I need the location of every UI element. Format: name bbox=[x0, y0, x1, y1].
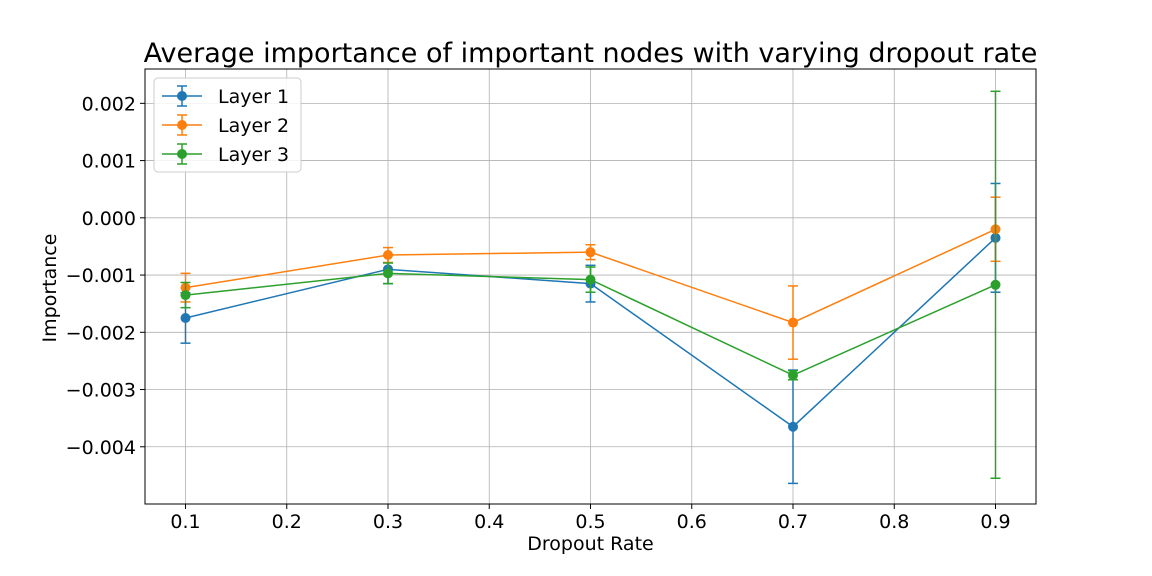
chart-title: Average importance of important nodes wi… bbox=[144, 38, 1038, 69]
data-point bbox=[180, 312, 191, 323]
y-tick-label: 0.002 bbox=[82, 93, 136, 115]
data-point bbox=[180, 290, 191, 301]
y-tick-label: −0.004 bbox=[66, 437, 136, 459]
data-point bbox=[990, 279, 1001, 290]
data-point bbox=[788, 421, 798, 432]
data-point bbox=[788, 317, 798, 328]
data-point bbox=[585, 274, 596, 285]
legend-marker bbox=[177, 120, 187, 130]
x-axis-label: Dropout Rate bbox=[527, 533, 653, 555]
legend-label: Layer 3 bbox=[218, 144, 289, 166]
x-tick-label: 0.1 bbox=[170, 511, 200, 533]
data-point bbox=[788, 370, 798, 381]
data-point bbox=[585, 247, 596, 258]
legend-marker bbox=[177, 91, 187, 101]
data-point bbox=[383, 250, 393, 261]
x-axis: 0.1 0.2 0.3 0.4 0.5 0.6 0.7 0.8 0.9 bbox=[170, 504, 1011, 533]
x-tick-label: 0.8 bbox=[879, 511, 909, 533]
x-tick-label: 0.5 bbox=[575, 511, 605, 533]
y-tick-label: −0.002 bbox=[66, 322, 136, 344]
x-tick-label: 0.3 bbox=[373, 511, 403, 533]
series-layer bbox=[180, 90, 1001, 485]
y-tick-label: 0.000 bbox=[82, 208, 136, 230]
legend-box bbox=[153, 77, 302, 173]
y-axis: −0.004 −0.003 −0.002 −0.001 0.000 0.001 0.002 bbox=[66, 93, 145, 459]
legend-label: Layer 2 bbox=[218, 115, 289, 137]
x-tick-label: 0.9 bbox=[980, 511, 1010, 533]
legend-marker bbox=[177, 149, 187, 159]
legend: Layer 1 Layer 2 Layer 3 bbox=[153, 77, 302, 173]
legend-item: Layer 1 bbox=[162, 85, 289, 108]
y-tick-label: −0.001 bbox=[66, 265, 136, 287]
y-axis-label: Importance bbox=[39, 234, 61, 343]
y-tick-label: −0.003 bbox=[66, 380, 136, 402]
legend-label: Layer 1 bbox=[218, 86, 289, 108]
legend-item: Layer 2 bbox=[162, 114, 289, 137]
legend-item: Layer 3 bbox=[162, 143, 289, 166]
x-tick-label: 0.7 bbox=[778, 511, 808, 533]
x-tick-label: 0.2 bbox=[272, 511, 302, 533]
y-tick-label: 0.001 bbox=[82, 151, 136, 173]
x-tick-label: 0.4 bbox=[474, 511, 504, 533]
x-tick-label: 0.6 bbox=[677, 511, 707, 533]
data-point bbox=[383, 268, 393, 279]
series-3 bbox=[180, 90, 1001, 479]
